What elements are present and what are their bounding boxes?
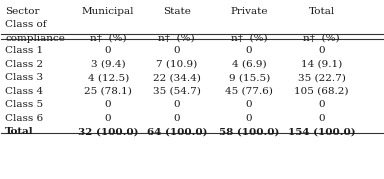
Text: 32 (100.0): 32 (100.0) <box>78 127 138 136</box>
Text: 0: 0 <box>246 114 253 123</box>
Text: n‡  (%): n‡ (%) <box>90 34 126 43</box>
Text: 0: 0 <box>246 46 253 55</box>
Text: 0: 0 <box>174 46 180 55</box>
Text: 4 (12.5): 4 (12.5) <box>88 73 129 82</box>
Text: 0: 0 <box>105 114 111 123</box>
Text: 154 (100.0): 154 (100.0) <box>288 127 356 136</box>
Text: 9 (15.5): 9 (15.5) <box>228 73 270 82</box>
Text: Sector: Sector <box>5 7 40 16</box>
Text: Class of: Class of <box>5 20 47 29</box>
Text: n‡  (%): n‡ (%) <box>231 34 268 43</box>
Text: 0: 0 <box>105 100 111 109</box>
Text: Class 4: Class 4 <box>5 87 43 96</box>
Text: State: State <box>163 7 191 16</box>
Text: 64 (100.0): 64 (100.0) <box>147 127 207 136</box>
Text: 0: 0 <box>318 100 325 109</box>
Text: n‡  (%): n‡ (%) <box>159 34 195 43</box>
Text: Class 6: Class 6 <box>5 114 43 123</box>
Text: 4 (6.9): 4 (6.9) <box>232 60 266 69</box>
Text: compliance: compliance <box>5 34 65 43</box>
Text: Class 5: Class 5 <box>5 100 43 109</box>
Text: Total: Total <box>308 7 335 16</box>
Text: 0: 0 <box>105 46 111 55</box>
Text: Class 2: Class 2 <box>5 60 43 69</box>
Text: Class 1: Class 1 <box>5 46 43 55</box>
Text: 14 (9.1): 14 (9.1) <box>301 60 342 69</box>
Text: 35 (54.7): 35 (54.7) <box>153 87 201 96</box>
Text: 0: 0 <box>246 100 253 109</box>
Text: Municipal: Municipal <box>82 7 134 16</box>
Text: 58 (100.0): 58 (100.0) <box>219 127 280 136</box>
Text: n‡  (%): n‡ (%) <box>303 34 340 43</box>
Text: 45 (77.6): 45 (77.6) <box>225 87 273 96</box>
Text: 0: 0 <box>318 114 325 123</box>
Text: 3 (9.4): 3 (9.4) <box>91 60 126 69</box>
Text: Private: Private <box>230 7 268 16</box>
Text: 25 (78.1): 25 (78.1) <box>84 87 132 96</box>
Text: 0: 0 <box>174 100 180 109</box>
Text: Total: Total <box>5 127 34 136</box>
Text: Class 3: Class 3 <box>5 73 43 82</box>
Text: 0: 0 <box>174 114 180 123</box>
Text: 0: 0 <box>318 46 325 55</box>
Text: 105 (68.2): 105 (68.2) <box>295 87 349 96</box>
Text: 7 (10.9): 7 (10.9) <box>156 60 197 69</box>
Text: 35 (22.7): 35 (22.7) <box>298 73 346 82</box>
Text: 22 (34.4): 22 (34.4) <box>153 73 201 82</box>
